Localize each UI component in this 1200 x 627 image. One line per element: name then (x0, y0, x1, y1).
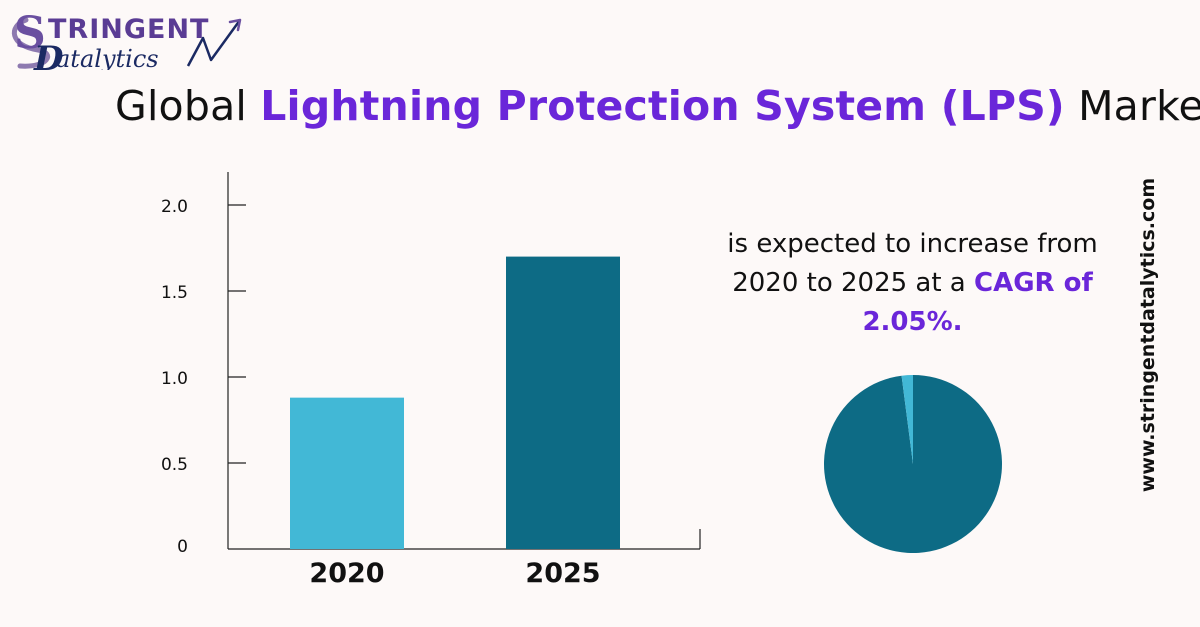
y-tick-label: 1.5 (161, 283, 188, 303)
bar-2020 (290, 397, 404, 549)
x-category-label: 2020 (309, 558, 384, 589)
logo-brand-top: TRINGENT (48, 14, 209, 45)
logo-brand-bottom: atalytics (56, 45, 159, 70)
stringent-datalytics-logo: S TRINGENT D atalytics (11, 8, 242, 70)
y-tick-label: 0 (177, 537, 188, 557)
x-category-label: 2025 (525, 558, 600, 589)
bar-2025 (506, 256, 620, 549)
logo-swoosh (11, 17, 51, 69)
title-highlight: Lightning Protection System (LPS) (260, 82, 1065, 130)
y-tick-label: 2.0 (161, 197, 188, 217)
bar-chart: 0 0.5 1.0 1.5 2.0 2020 2025 (161, 172, 701, 589)
cagr-description: is expected to increase from 2020 to 202… (700, 225, 1125, 342)
website-url: www.stringentdatalytics.com (1137, 177, 1159, 493)
pie-chart (824, 375, 1002, 553)
logo-initial-d: D (33, 39, 64, 70)
logo-initial-s: S (14, 8, 46, 59)
logo-arrow-head (228, 18, 242, 32)
pie-slice-1 (901, 375, 913, 464)
logo-trend-arrow (186, 19, 242, 67)
description-line-2: 2020 to 2025 at a CAGR of (700, 264, 1125, 303)
description-line-2-plain: 2020 to 2025 at a (732, 268, 975, 298)
y-tick-label: 0.5 (161, 455, 188, 475)
description-cagr-value: 2.05%. (862, 307, 963, 337)
title-prefix: Global (115, 82, 261, 130)
page-title: Global Lightning Protection System (LPS)… (115, 82, 1200, 130)
description-line-1: is expected to increase from (727, 229, 1098, 259)
y-tick-label: 1.0 (161, 369, 188, 389)
title-suffix: Market (1078, 82, 1200, 130)
description-cagr-label: CAGR of (974, 268, 1093, 298)
